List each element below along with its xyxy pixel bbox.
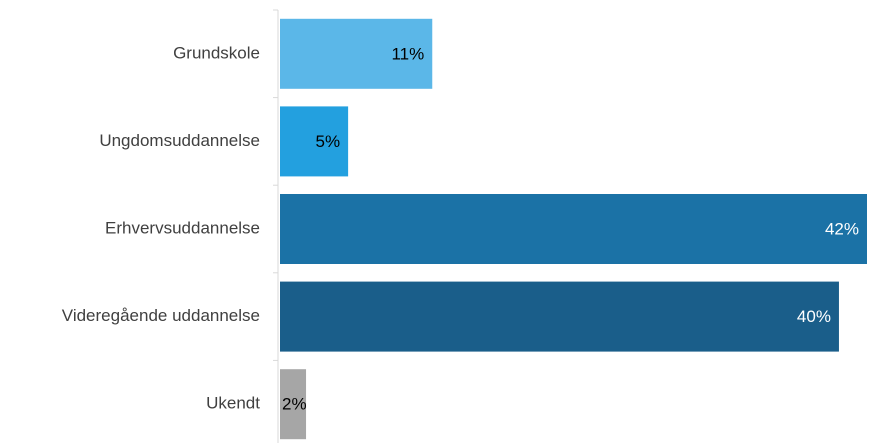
bar-grundskole (280, 18, 433, 89)
bar-ukendt (280, 369, 307, 440)
data-label: 2% (282, 395, 307, 414)
data-label: 40% (797, 307, 831, 326)
bar-videreg-ende-uddannelse (280, 281, 839, 352)
category-label: Erhvervsuddannelse (105, 218, 260, 237)
category-label: Videregående uddannelse (62, 306, 260, 325)
category-label: Grundskole (173, 43, 260, 62)
data-label: 42% (825, 219, 859, 238)
category-label: Ungdomsuddannelse (99, 131, 260, 150)
bar-erhvervsuddannelse (280, 194, 867, 264)
data-label: 5% (316, 132, 341, 151)
data-label: 11% (391, 44, 424, 63)
category-label: Ukendt (206, 394, 260, 413)
bar-ungdomsuddannelse (280, 106, 349, 177)
